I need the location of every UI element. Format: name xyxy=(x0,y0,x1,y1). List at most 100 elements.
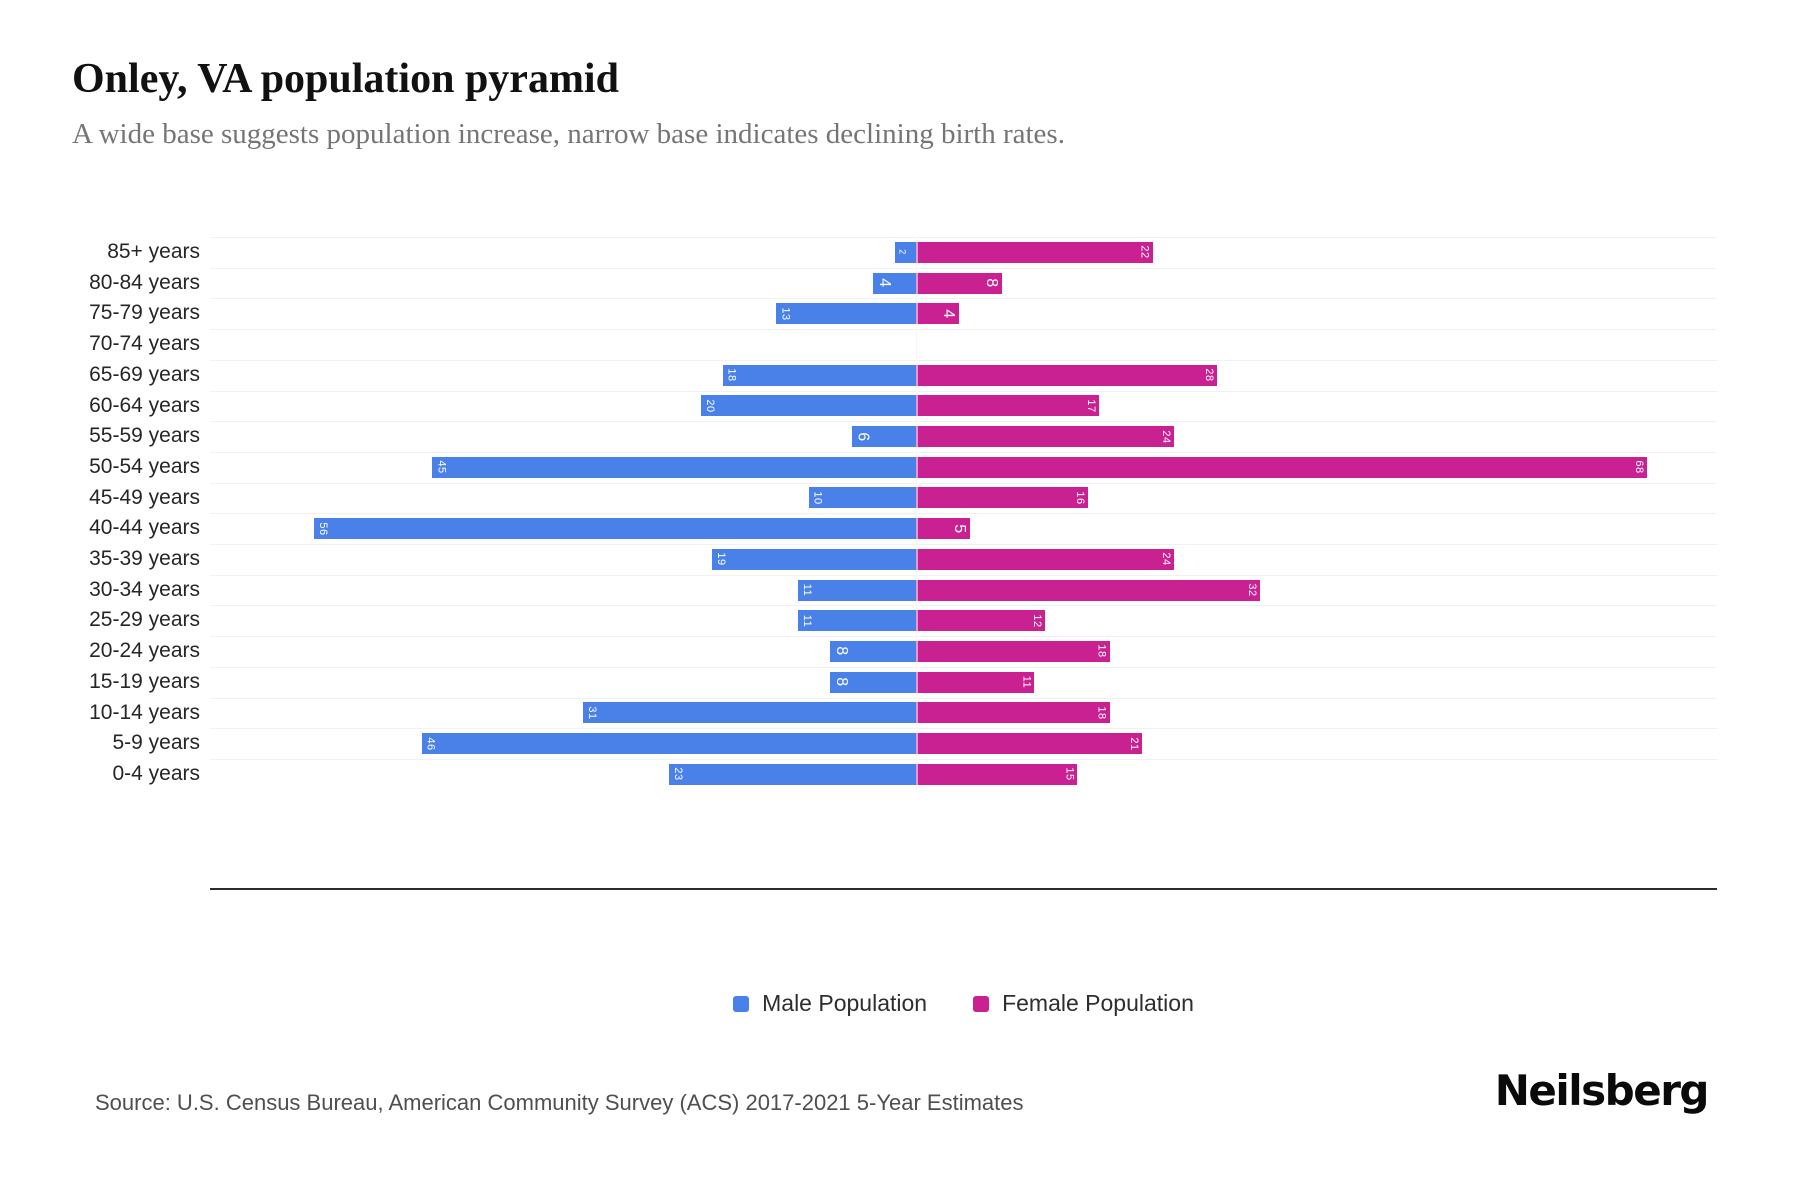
bar-male-55-59-years[interactable]: 6 xyxy=(851,426,916,448)
bar-value-label: 68 xyxy=(1633,460,1645,474)
bar-male-25-29-years[interactable]: 11 xyxy=(797,610,916,632)
gridline xyxy=(210,359,1717,361)
bar-value-label: 19 xyxy=(714,552,727,566)
bar-male-15-19-years[interactable]: 8 xyxy=(830,671,916,693)
bar-male-60-64-years[interactable]: 20 xyxy=(701,395,916,417)
source-note: Source: U.S. Census Bureau, American Com… xyxy=(95,1090,1024,1115)
gridline xyxy=(210,421,1717,423)
y-axis-label: 20-24 years xyxy=(89,639,200,663)
y-axis-label: 35-39 years xyxy=(89,547,200,570)
bar-female-35-39-years[interactable]: 24 xyxy=(916,548,1174,570)
bar-female-50-54-years[interactable]: 68 xyxy=(916,456,1647,478)
bar-female-25-29-years[interactable]: 12 xyxy=(916,610,1045,632)
bar-value-label: 45 xyxy=(435,460,448,474)
page-title: Onley, VA population pyramid xyxy=(72,56,619,102)
bar-male-75-79-years[interactable]: 13 xyxy=(776,303,916,325)
y-axis-label: 45-49 years xyxy=(89,485,200,509)
bar-value-label: 46 xyxy=(424,736,437,751)
bar-value-label: 11 xyxy=(800,614,813,627)
bar-female-40-44-years[interactable]: 5 xyxy=(916,518,970,540)
gridline xyxy=(210,267,1717,269)
bar-male-0-4-years[interactable]: 23 xyxy=(668,763,916,785)
page-subtitle: A wide base suggests population increase… xyxy=(72,118,1065,150)
bar-female-60-64-years[interactable]: 17 xyxy=(916,395,1099,417)
y-axis-label: 55-59 years xyxy=(89,424,200,448)
bar-value-label: 20 xyxy=(704,399,716,413)
bar-male-5-9-years[interactable]: 46 xyxy=(421,733,916,755)
bar-value-label: 11 xyxy=(1020,675,1033,689)
bar-male-40-44-years[interactable]: 56 xyxy=(314,518,916,540)
bar-value-label: 31 xyxy=(585,706,598,720)
bar-value-label: 56 xyxy=(317,522,329,536)
bar-female-55-59-years[interactable]: 24 xyxy=(916,426,1174,448)
bar-female-5-9-years[interactable]: 21 xyxy=(916,733,1142,755)
bar-female-10-14-years[interactable]: 18 xyxy=(916,702,1110,724)
bar-male-80-84-years[interactable]: 4 xyxy=(873,272,916,294)
bar-value-label: 11 xyxy=(800,583,813,597)
chart-legend: Male Population Female Population xyxy=(210,990,1717,1017)
bar-value-label: 32 xyxy=(1246,583,1258,597)
bar-male-45-49-years[interactable]: 10 xyxy=(808,487,916,509)
y-axis-label: 65-69 years xyxy=(89,362,200,386)
bar-male-50-54-years[interactable]: 45 xyxy=(432,456,916,478)
bar-male-20-24-years[interactable]: 8 xyxy=(830,640,916,662)
y-axis-label: 30-34 years xyxy=(89,577,200,601)
y-axis-label: 15-19 years xyxy=(89,669,200,693)
bar-value-label: 28 xyxy=(1203,368,1215,382)
bar-value-label: 17 xyxy=(1084,399,1097,413)
y-axis-label: 5-9 years xyxy=(112,731,200,755)
legend-label: Female Population xyxy=(1002,990,1194,1016)
bar-male-10-14-years[interactable]: 31 xyxy=(582,702,916,724)
y-axis-label: 50-54 years xyxy=(89,454,200,478)
gridline xyxy=(210,605,1717,607)
gridline xyxy=(210,697,1717,699)
bar-value-label: 13 xyxy=(779,307,792,321)
legend-swatch-icon xyxy=(733,995,750,1012)
bar-value-label: 22 xyxy=(1138,245,1151,259)
gridline xyxy=(210,636,1717,638)
x-axis-line xyxy=(210,888,1717,890)
y-axis-label: 60-64 years xyxy=(89,393,200,417)
bar-female-30-34-years[interactable]: 32 xyxy=(916,579,1260,601)
bar-value-label: 12 xyxy=(1031,614,1043,628)
bar-value-label: 15 xyxy=(1063,767,1076,781)
legend-swatch-icon xyxy=(973,995,990,1012)
gridline xyxy=(210,390,1717,392)
gridline xyxy=(210,237,1717,238)
y-axis-label: 10-14 years xyxy=(89,700,200,724)
bar-female-65-69-years[interactable]: 28 xyxy=(916,364,1217,386)
bar-value-label: 4 xyxy=(940,309,957,319)
bar-male-35-39-years[interactable]: 19 xyxy=(711,548,916,570)
bar-female-45-49-years[interactable]: 16 xyxy=(916,487,1088,509)
bar-female-85+-years[interactable]: 22 xyxy=(916,241,1153,263)
bar-female-0-4-years[interactable]: 15 xyxy=(916,763,1078,785)
bar-female-75-79-years[interactable]: 4 xyxy=(916,303,959,325)
chart-plot-area: 2 22 4 8 13 4 18 28 20 17 6 24 45 68 10 16 56 5 19 24 11 32 11… xyxy=(210,237,1717,790)
bar-value-label: 6 xyxy=(854,431,872,442)
bar-value-label: 18 xyxy=(1095,706,1108,720)
y-axis-label: 70-74 years xyxy=(89,332,200,356)
bar-value-label: 24 xyxy=(1160,429,1172,444)
bar-female-15-19-years[interactable]: 11 xyxy=(916,671,1035,693)
y-axis-label: 40-44 years xyxy=(89,516,200,540)
bar-female-20-24-years[interactable]: 18 xyxy=(916,640,1110,662)
bar-value-label: 8 xyxy=(833,646,850,657)
bar-value-label: 5 xyxy=(950,523,968,534)
bar-male-85+-years[interactable]: 2 xyxy=(894,241,916,263)
bar-male-30-34-years[interactable]: 11 xyxy=(797,579,916,601)
y-axis-label: 0-4 years xyxy=(112,761,200,785)
gridline xyxy=(210,728,1717,730)
bar-male-65-69-years[interactable]: 18 xyxy=(722,364,916,386)
gridline xyxy=(210,482,1717,484)
y-axis-label: 85+ years xyxy=(107,240,200,263)
y-axis-label: 25-29 years xyxy=(89,608,200,632)
bar-value-label: 18 xyxy=(725,368,738,382)
bar-value-label: 18 xyxy=(1095,644,1108,659)
y-axis-label: 75-79 years xyxy=(89,301,200,325)
bar-female-80-84-years[interactable]: 8 xyxy=(916,272,1002,294)
legend-item-female[interactable]: Female Population xyxy=(973,990,1194,1017)
legend-item-male[interactable]: Male Population xyxy=(733,990,927,1017)
zero-axis-overlay-line xyxy=(915,237,918,790)
gridline xyxy=(210,666,1717,668)
